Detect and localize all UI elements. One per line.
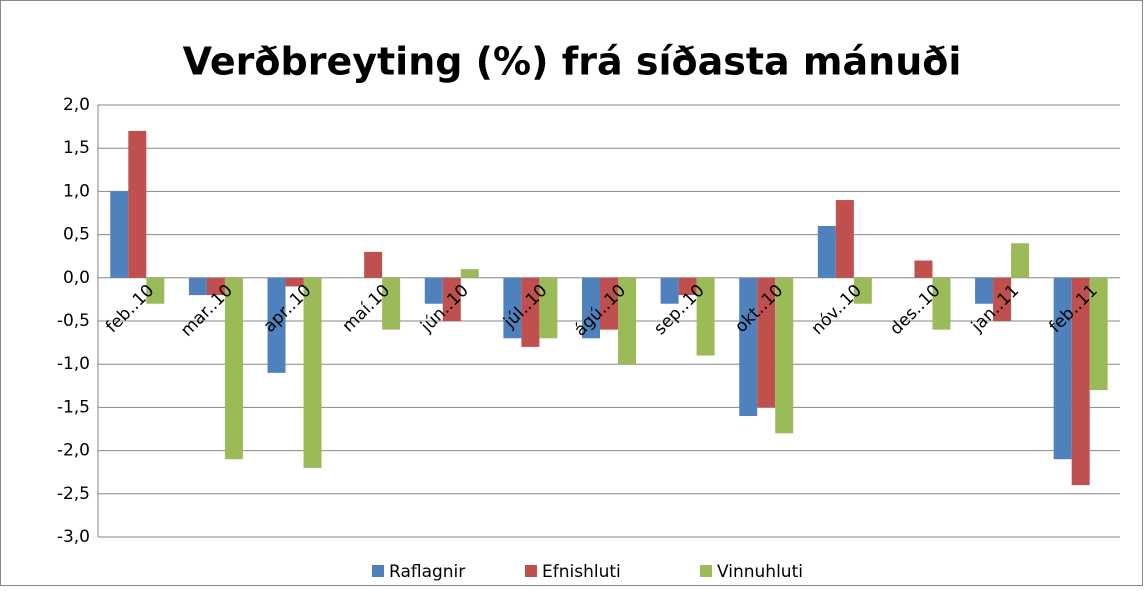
y-tick-label: -0,5 bbox=[57, 311, 90, 331]
y-tick-label: -2,5 bbox=[57, 484, 90, 504]
legend-swatch bbox=[525, 565, 537, 577]
bar bbox=[817, 225, 836, 278]
bar bbox=[503, 277, 522, 339]
y-tick-label: 1,0 bbox=[63, 181, 90, 201]
bar bbox=[914, 260, 933, 278]
bar bbox=[303, 277, 322, 468]
bar bbox=[382, 277, 401, 330]
bar bbox=[1071, 277, 1090, 486]
legend-label: Vinnuhluti bbox=[717, 562, 803, 582]
bar bbox=[128, 130, 147, 278]
y-tick-label: 0,5 bbox=[63, 225, 90, 245]
bar bbox=[188, 277, 207, 296]
bar bbox=[835, 200, 854, 278]
y-tick-label: 2,0 bbox=[63, 95, 90, 115]
bar bbox=[110, 191, 129, 278]
bar bbox=[442, 277, 461, 321]
bar bbox=[582, 277, 600, 339]
bar bbox=[364, 251, 383, 278]
bar bbox=[660, 277, 679, 304]
bar bbox=[424, 277, 443, 304]
bar bbox=[775, 277, 794, 434]
bar bbox=[1053, 277, 1072, 460]
y-tick-label: -1,5 bbox=[57, 397, 90, 417]
y-tick-label: -1,0 bbox=[57, 354, 90, 374]
legend-label: Raflagnir bbox=[389, 562, 465, 582]
legend-swatch bbox=[372, 565, 384, 577]
bar bbox=[1089, 277, 1108, 391]
legend-label: Efnishluti bbox=[542, 562, 621, 582]
y-tick-label: -3,0 bbox=[57, 527, 90, 547]
bar bbox=[285, 277, 304, 287]
bar bbox=[460, 269, 479, 278]
bar bbox=[975, 277, 994, 304]
bar bbox=[267, 277, 286, 373]
bar bbox=[1011, 243, 1030, 278]
bar bbox=[739, 277, 758, 417]
y-tick-label: -2,0 bbox=[57, 441, 90, 461]
y-tick-label: 0,0 bbox=[63, 268, 90, 288]
bar bbox=[853, 277, 872, 304]
bar bbox=[678, 277, 697, 296]
bar bbox=[539, 277, 558, 339]
chart-title: Verðbreyting (%) frá síðasta mánuði bbox=[183, 40, 962, 84]
bar bbox=[993, 277, 1012, 321]
bar bbox=[600, 277, 618, 330]
bar bbox=[932, 277, 951, 330]
bar bbox=[224, 277, 243, 460]
bar bbox=[618, 277, 636, 365]
legend-swatch bbox=[700, 565, 712, 577]
y-tick-label: 1,5 bbox=[63, 138, 90, 158]
bar bbox=[146, 277, 165, 304]
bar bbox=[696, 277, 715, 356]
bar bbox=[757, 277, 776, 408]
bar bbox=[206, 277, 225, 296]
bar bbox=[521, 277, 540, 347]
